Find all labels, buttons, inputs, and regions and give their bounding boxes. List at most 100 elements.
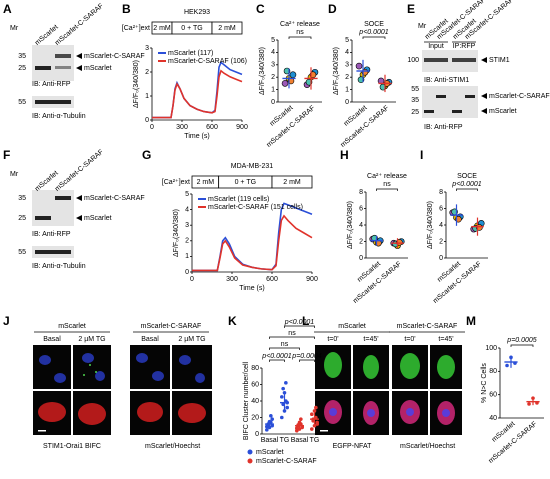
protocol-text: 2 mM — [283, 179, 301, 186]
x-tick-label: TG — [310, 437, 320, 444]
arrow — [76, 53, 82, 59]
legend-label: mScarlet (119 cells) — [208, 196, 269, 203]
y-tick-label: 80 — [251, 365, 259, 372]
y-axis-label: ΔF/F₀(340/380) — [173, 209, 180, 257]
panel-letter: K — [228, 314, 237, 328]
chart-title: MDA-MB-231 — [231, 163, 274, 170]
image-caption: /Hoechst — [428, 443, 456, 450]
y-tick-label: 0 — [439, 255, 443, 262]
x-axis-label: Time (s) — [184, 133, 209, 140]
y-tick-label: 6 — [439, 205, 443, 212]
y-tick-label: 2 — [185, 238, 189, 245]
chart-title: SOCE — [364, 21, 384, 28]
y-tick-label: 2 — [145, 69, 149, 76]
significance: ns — [288, 330, 296, 337]
panel-letter: M — [466, 314, 476, 328]
legend-swatch — [247, 449, 253, 455]
y-tick-label: 4 — [439, 222, 443, 229]
y-axis-label: % N>C Cells — [481, 363, 488, 403]
band-label: mScarlet — [84, 65, 112, 72]
mw-marker: 100 — [407, 57, 419, 64]
panel-letter: B — [122, 2, 131, 16]
mw-marker: 25 — [18, 65, 26, 72]
data-point — [285, 405, 290, 410]
images-l — [315, 345, 462, 435]
y-axis-label: ΔF/F₀(340/380) — [333, 47, 340, 95]
band-label: STIM1 — [489, 57, 510, 64]
x-tick-label: TG — [280, 437, 290, 444]
y-tick-label: 80 — [489, 368, 497, 375]
data-point — [505, 363, 509, 368]
protocol-text: 2 mM — [218, 25, 236, 32]
arrow — [481, 108, 487, 114]
arrow — [76, 215, 82, 221]
significance: ns — [296, 29, 304, 36]
x-tick-label: 600 — [266, 276, 278, 283]
panel-letter: A — [3, 2, 12, 16]
protocol-segment — [271, 175, 313, 189]
legend-swatch — [247, 458, 253, 464]
legend-label: mScarlet-C-SARAF (106) — [168, 58, 247, 65]
column-label: 2 µM TG — [78, 336, 105, 343]
y-axis-label: ΔF/F₀(340/380) — [133, 60, 140, 108]
y-tick-label: 1 — [345, 86, 349, 93]
panel-letter: J — [3, 314, 10, 328]
y-tick-label: 0 — [185, 269, 189, 276]
y-tick-label: 60 — [489, 392, 497, 399]
x-tick-label: 0 — [190, 276, 194, 283]
protocol-text: 0 + TG — [181, 25, 202, 32]
y-tick-label: 0 — [345, 99, 349, 106]
protocol-text: 2 mM — [197, 179, 215, 186]
ib-label: IB: Anti-RFP — [32, 231, 71, 238]
bracket — [288, 36, 312, 39]
panel-letter: F — [3, 148, 10, 162]
y-tick-label: 5 — [345, 37, 349, 44]
column-label: t=0' — [327, 336, 338, 343]
column-label: 2 µM TG — [178, 336, 205, 343]
group-label: Input — [428, 43, 444, 50]
ib-label: IB: Anti-α-Tubulin — [32, 263, 86, 270]
significance: p=0.0005 — [506, 337, 536, 344]
data-point — [310, 427, 314, 431]
trace-line — [192, 202, 313, 272]
blot-a — [32, 45, 74, 108]
image-header: mScarlet — [58, 323, 86, 330]
y-tick-label: 2 — [345, 74, 349, 81]
y-tick-label: 0 — [271, 99, 275, 106]
x-tick-label: 0 — [150, 124, 154, 131]
ib-label: IB: Anti-RFP — [32, 81, 71, 88]
trace-line — [192, 214, 313, 272]
lane-label: mScarlet-C-SARAF — [54, 149, 105, 193]
y-tick-label: 40 — [251, 398, 259, 405]
data-point — [269, 414, 273, 418]
protocol-label: [Ca²⁺]ext — [122, 25, 150, 32]
y-tick-label: 2 — [359, 238, 363, 245]
data-point — [527, 402, 531, 406]
x-tick-label: 300 — [226, 276, 238, 283]
image-caption: STIM1-Orai1 BIFC — [43, 443, 101, 450]
y-tick-label: 2 — [439, 238, 443, 245]
chart-title: Ca²⁺ release — [280, 21, 320, 28]
image-header: mScarlet-C-SARAF — [141, 323, 202, 330]
data-point — [281, 80, 289, 87]
y-axis-label: ΔF/F₀(340/380) — [427, 201, 434, 249]
bracket — [376, 188, 398, 191]
bracket — [269, 359, 285, 362]
y-tick-label: 60 — [251, 381, 259, 388]
column-label: Basal — [141, 336, 159, 343]
y-tick-label: 5 — [271, 37, 275, 44]
band-label: mScarlet — [84, 215, 112, 222]
arrow — [481, 57, 487, 63]
y-tick-label: 0 — [145, 117, 149, 124]
mw-marker: 55 — [18, 99, 26, 106]
bracket — [362, 36, 386, 39]
y-tick-label: 1 — [271, 86, 275, 93]
panel-letter: H — [340, 148, 349, 162]
y-axis-label: ΔF/F₀(340/380) — [259, 47, 266, 95]
image-caption: EGFP-NFAT — [333, 443, 372, 450]
mw-marker: 55 — [411, 86, 419, 93]
x-tick-label: 600 — [206, 124, 218, 131]
chart-title: SOCE — [457, 173, 477, 180]
band-label: mScarlet-C-SARAF — [84, 195, 145, 202]
legend-label: mScarlet — [256, 449, 284, 456]
